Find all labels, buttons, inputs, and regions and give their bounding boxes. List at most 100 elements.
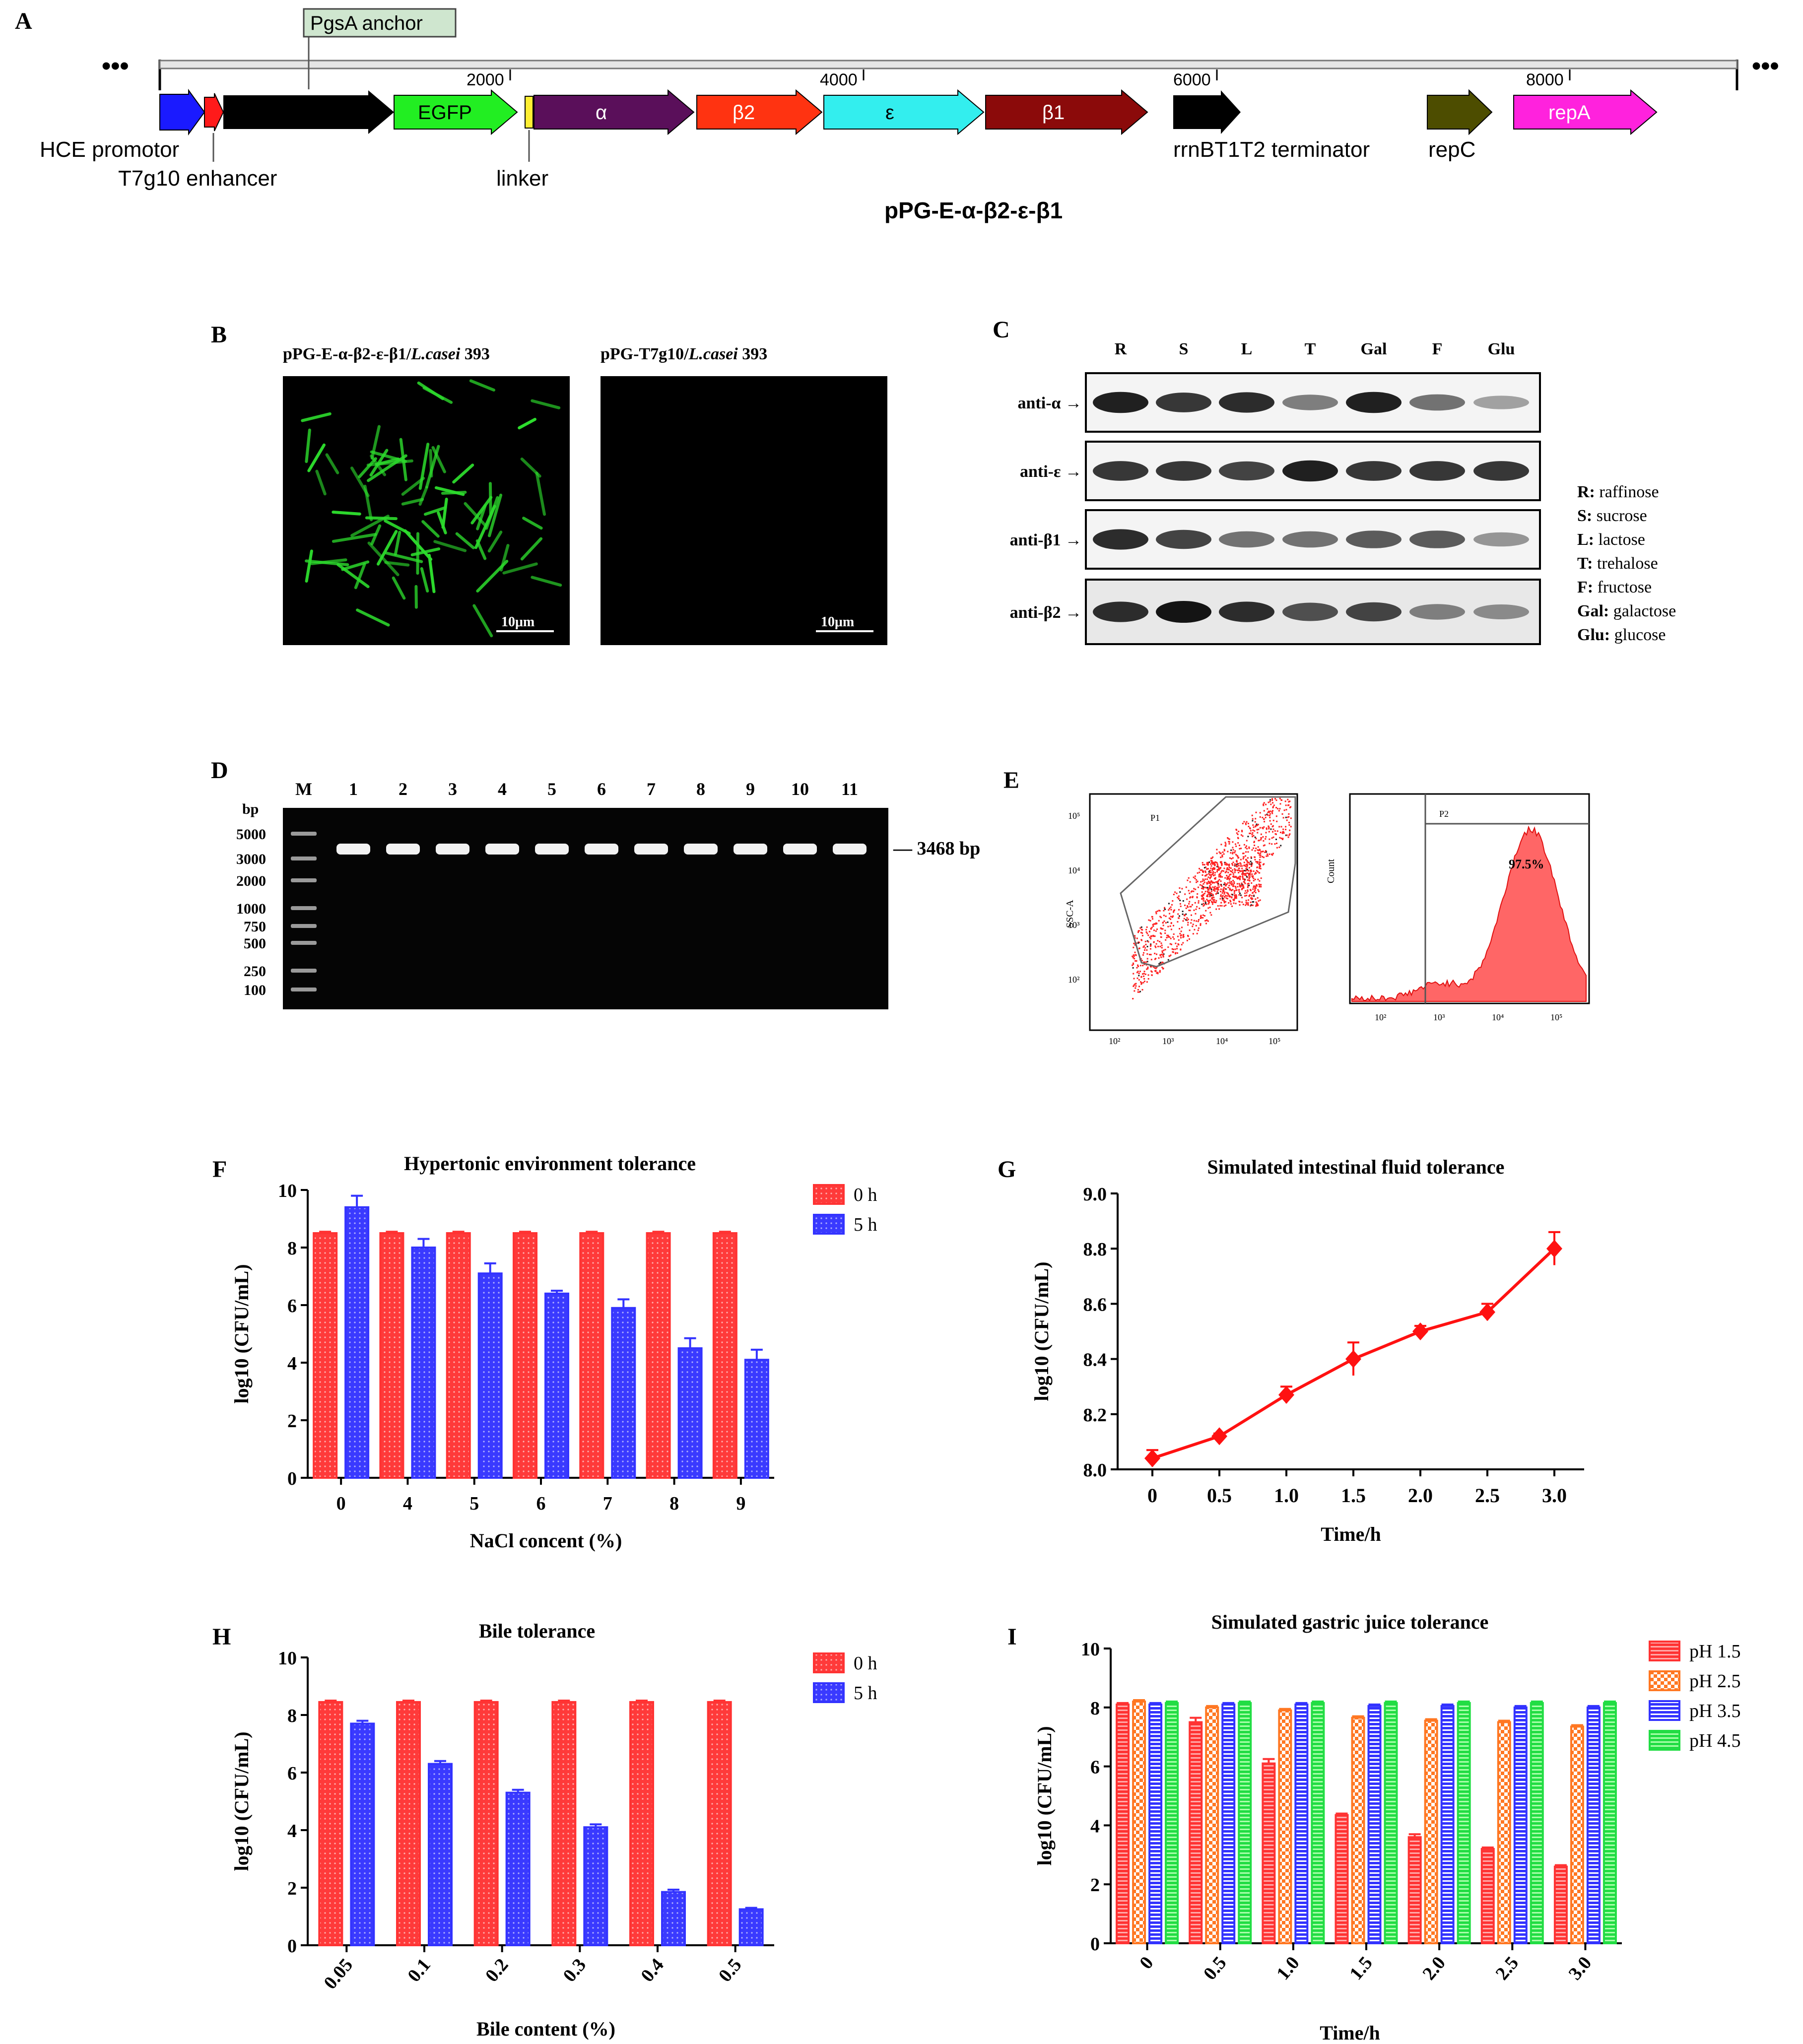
flow-dot	[1137, 989, 1139, 990]
y-tick-label: 4	[287, 1353, 297, 1374]
flow-dot	[1249, 880, 1251, 882]
flow-dot	[1252, 904, 1254, 906]
flow-dot	[1251, 897, 1253, 899]
flow-dot	[1248, 861, 1250, 863]
fluorescent-rod	[356, 608, 390, 627]
flow-hist-xtick-3: 10³	[1433, 1012, 1445, 1022]
bar-pH-1.5	[1407, 1836, 1422, 1944]
flow-dot	[1271, 798, 1273, 800]
gel-marker-band	[291, 906, 317, 910]
flow-dot	[1239, 875, 1241, 877]
flow-dot	[1213, 864, 1215, 866]
flow-dot	[1143, 961, 1145, 963]
flow-dot	[1245, 900, 1247, 902]
flow-dot	[1235, 903, 1237, 905]
flow-dot	[1242, 823, 1244, 824]
legend-glucose: Glu: glucose	[1577, 626, 1666, 644]
bar-pH-2.5	[1570, 1725, 1584, 1944]
flow-dot	[1230, 849, 1232, 851]
flow-dot	[1247, 851, 1249, 853]
flow-dot	[1238, 867, 1240, 869]
flow-dot	[1144, 947, 1146, 949]
flow-dot	[1233, 900, 1235, 902]
bar-5-h	[677, 1347, 703, 1479]
flow-dot	[1231, 905, 1233, 907]
flow-dot	[1224, 895, 1226, 897]
flow-dot	[1252, 892, 1254, 894]
flow-dot	[1203, 893, 1205, 895]
flow-dot	[1243, 878, 1245, 880]
flow-dot	[1249, 872, 1251, 874]
flow-dot	[1178, 898, 1180, 900]
x-tick-label: 3.0	[1565, 1953, 1596, 1984]
flow-dot	[1248, 899, 1250, 901]
fluorescent-rod	[520, 458, 541, 478]
flow-dot	[1263, 818, 1265, 820]
flow-dot	[1205, 903, 1207, 905]
flow-dot	[1226, 878, 1228, 880]
flow-dot	[1156, 967, 1158, 968]
flow-dot	[1146, 968, 1148, 970]
flow-dot	[1246, 892, 1248, 894]
flow-dot	[1268, 831, 1270, 833]
bar-5-h	[744, 1359, 769, 1479]
fluorescent-rod	[437, 511, 447, 534]
blot-band	[1409, 604, 1465, 620]
flow-dot	[1140, 958, 1142, 960]
flow-dot	[1243, 887, 1245, 889]
flow-dot	[1216, 889, 1218, 891]
y-tick-label: 2	[287, 1878, 297, 1899]
flow-dot	[1269, 813, 1271, 815]
flow-dot	[1213, 899, 1215, 901]
flow-dot	[1223, 870, 1224, 872]
flow-dot	[1231, 893, 1233, 895]
flow-dot	[1138, 930, 1140, 932]
flow-dot	[1159, 910, 1161, 912]
gel-marker-label: 750	[244, 919, 266, 935]
flow-dot	[1146, 949, 1148, 951]
gel-lane-label-3: 3	[448, 779, 457, 799]
flow-dot	[1288, 801, 1290, 803]
flow-dot	[1220, 885, 1222, 887]
flow-dot	[1219, 898, 1221, 900]
flow-dot	[1169, 925, 1171, 927]
plasmid-name: pPG-E-α-β2-ε-β1	[884, 198, 1063, 223]
bar-0-h	[313, 1232, 338, 1479]
flow-dot	[1160, 917, 1162, 919]
flow-dot	[1188, 903, 1190, 905]
flow-dot	[1272, 831, 1273, 833]
flow-dot	[1210, 857, 1212, 859]
flow-dot	[1158, 957, 1160, 959]
flow-dot	[1245, 855, 1247, 857]
flow-dot	[1198, 919, 1200, 921]
y-axis-label: log10 (CFU/mL)	[1030, 1261, 1053, 1401]
flow-dot	[1208, 889, 1210, 891]
flow-dot	[1202, 880, 1203, 882]
flow-dot	[1171, 943, 1172, 945]
flow-dot	[1146, 961, 1148, 963]
flow-dot	[1141, 934, 1143, 936]
fluorescent-rod	[522, 517, 543, 530]
x-axis-label: NaCl concent (%)	[470, 1529, 622, 1552]
flow-dot	[1229, 889, 1231, 891]
plasmid-backbone	[159, 60, 1738, 69]
flow-dot	[1198, 927, 1200, 929]
legend-label: pH 4.5	[1689, 1730, 1740, 1751]
chart-title: Simulated gastric juice tolerance	[1211, 1611, 1489, 1633]
flow-dot	[1162, 954, 1164, 956]
flow-dot	[1209, 882, 1211, 884]
flow-dot	[1133, 955, 1135, 957]
fluorescent-rod	[332, 533, 377, 543]
flow-dot	[1267, 808, 1269, 810]
flow-dot	[1225, 862, 1226, 863]
beta1-label: β1	[1042, 102, 1065, 124]
flow-gate-p1-label: P1	[1150, 813, 1160, 823]
x-axis-label: Bile content (%)	[476, 2018, 615, 2040]
blot-band	[1156, 601, 1211, 623]
flow-gate-p2-label: P2	[1439, 809, 1449, 819]
flow-dot	[1265, 836, 1267, 838]
flow-dot	[1254, 890, 1255, 892]
flow-dot	[1152, 966, 1154, 968]
flow-dot	[1239, 845, 1240, 847]
fluorescent-rod	[475, 539, 487, 560]
